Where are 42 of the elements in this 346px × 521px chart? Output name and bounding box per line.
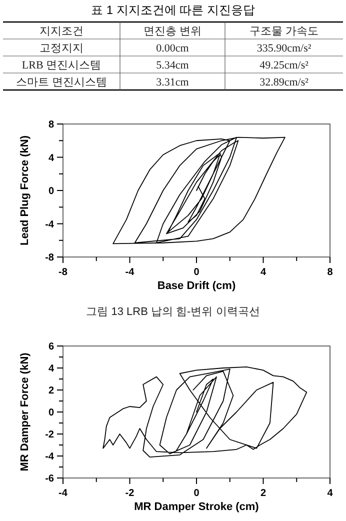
x-tick-label: 2: [260, 488, 266, 499]
y-tick-label: 0: [48, 186, 54, 197]
x-axis-title: MR Damper Stroke (cm): [134, 501, 260, 513]
line-series: [112, 136, 286, 244]
caption: 그림 13 LRB 납의 힘-변위 이력곡선: [86, 306, 260, 318]
text: 0.00cm: [156, 42, 190, 54]
text: 스마트 면진시스템: [16, 76, 107, 88]
y-tick-label: -6: [45, 474, 54, 484]
y-tick-label: 8: [48, 120, 54, 130]
y-tick-label: 6: [48, 342, 54, 352]
y-tick-label: -4: [45, 452, 54, 462]
text: 면진층 변위: [144, 26, 202, 38]
x-tick-label: -2: [125, 488, 135, 499]
x-tick-label: 4: [327, 488, 334, 499]
text: 49.25cm/s²: [260, 60, 310, 72]
text: 3.31cm: [156, 76, 190, 88]
text: 고정지지: [40, 42, 84, 54]
x-tick-label: 0: [194, 488, 200, 499]
y-tick-label: -4: [45, 219, 54, 230]
text: 표 1 지지조건에 따른 지진응답: [90, 3, 256, 17]
y-tick-label: 4: [48, 364, 54, 374]
y-axis-title: MR Damper Force (kN): [19, 352, 31, 472]
text: 5.34cm: [156, 60, 190, 72]
text: LRB 면진시스템: [22, 60, 102, 72]
y-tick-label: 4: [48, 152, 54, 164]
y-tick-label: -8: [45, 252, 54, 264]
y-axis-title: Lead Plug Force (kN): [19, 135, 31, 246]
x-axis-title: Base Drift (cm): [157, 280, 236, 292]
x-tick-label: 0: [194, 267, 200, 278]
text: 32.89cm/s²: [260, 76, 310, 88]
x-tick-label: -8: [58, 267, 68, 278]
y-tick-label: 0: [48, 408, 54, 418]
text: 구조물 가속도: [250, 26, 318, 38]
y-tick-label: 2: [48, 386, 54, 396]
x-tick-label: -4: [125, 267, 135, 278]
x-tick-label: 4: [260, 267, 266, 278]
x-tick-label: -4: [58, 488, 68, 499]
text: 지지조건: [40, 26, 84, 38]
text: 335.90cm/s²: [256, 42, 312, 54]
line-series: [102, 366, 308, 458]
x-tick-label: 8: [327, 267, 334, 278]
y-tick-label: -2: [45, 430, 54, 440]
